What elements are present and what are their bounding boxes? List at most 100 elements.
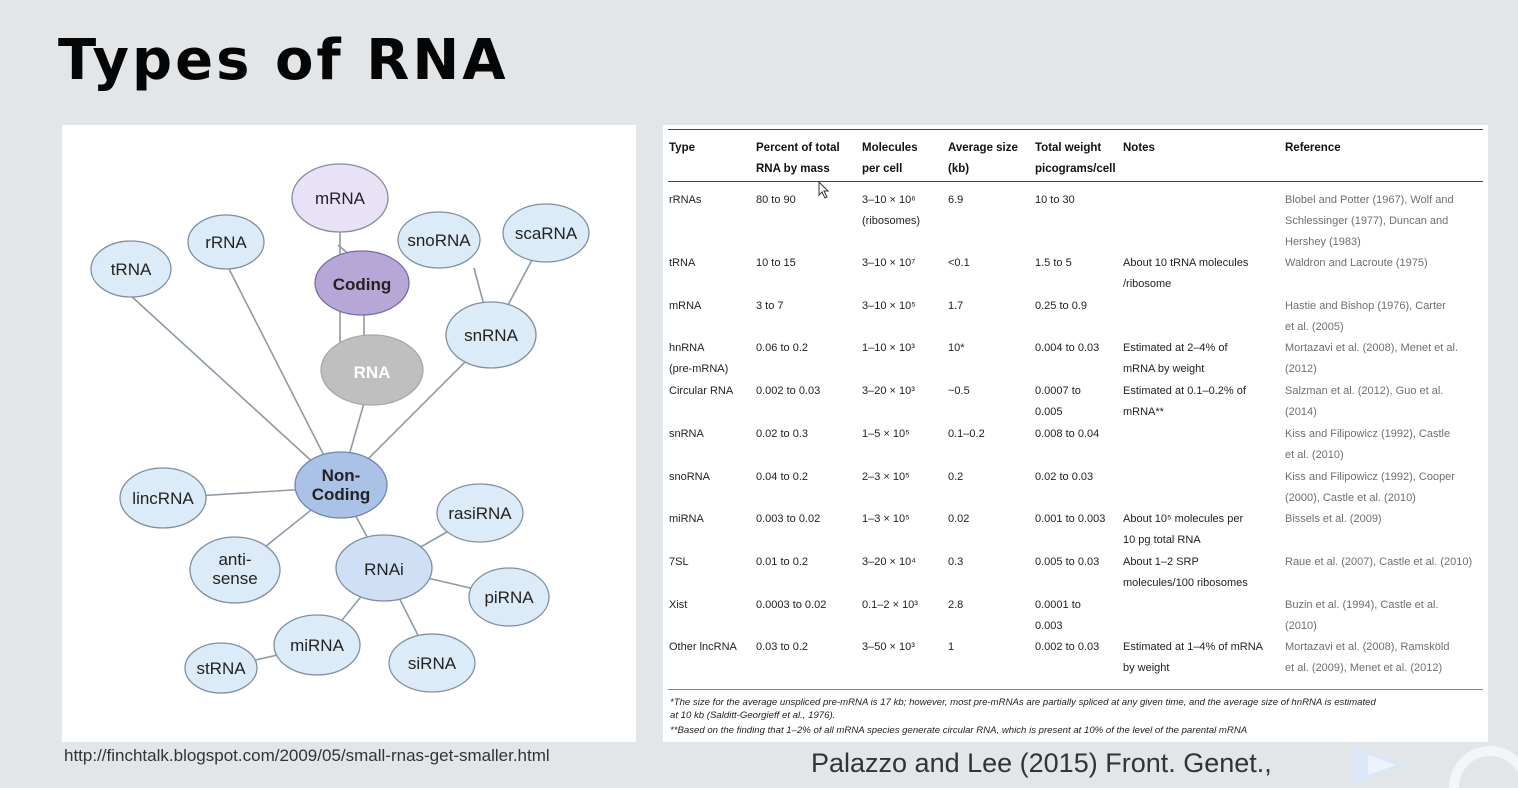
node-label: stRNA [196,659,246,678]
node-rasirna: rasiRNA [436,483,524,543]
cell-type: snRNA [669,428,704,440]
node-label: Coding [333,275,392,294]
cell-molecules: 1–5 × 10⁵ [862,428,910,440]
cell-size: <0.1 [948,257,970,269]
node-rrna: rRNA [187,214,265,270]
node-strna: stRNA [184,642,258,694]
node-mirna: miRNA [273,614,361,676]
cell-weight: 0.001 to 0.003 [1035,513,1106,525]
cell-reference: Mortazavi et al. (2008), Menet et al. (20… [1285,342,1459,375]
cell-reference: Blobel and Potter (1967), Wolf and Schles… [1285,194,1454,248]
cell-molecules: 3–10 × 10⁵ [862,300,916,312]
cell-size: 0.02 [948,513,970,525]
rna-types-diagram: mRNA rRNA tRNA Coding snoRNA scaRNA snRN… [62,125,636,742]
cell-size: 0.3 [948,556,964,568]
node-noncoding: Non- Coding [294,451,388,519]
cell-type: mRNA [669,300,702,312]
cell-percent: 0.04 to 0.2 [756,471,808,483]
cell-size: 0.2 [948,471,964,483]
node-trna: tRNA [90,240,172,298]
table-top-rule [668,129,1483,130]
node-mrna: mRNA [291,163,389,233]
cell-molecules: 3–10 × 10⁶ (ribosomes) [862,194,921,227]
cell-notes: About 10 tRNA molecules/ribosome [1123,257,1249,290]
cell-molecules: 1–3 × 10⁵ [862,513,910,525]
node-label: snoRNA [407,231,471,250]
cell-size: 1.7 [948,300,964,312]
cell-weight: 0.004 to 0.03 [1035,342,1100,354]
cell-molecules: 3–20 × 10⁴ [862,556,916,568]
cell-percent: 10 to 15 [756,257,796,269]
node-pirna: piRNA [468,567,550,627]
rna-abundance-table: Type Percent of total RNA by mass Molecul… [663,125,1488,742]
cell-reference: Bissels et al. (2009) [1285,513,1382,525]
cell-molecules: 3–20 × 10³ [862,385,915,397]
node-label: snRNA [464,326,519,345]
cell-type: 7SL [669,556,689,568]
header-type: Type [669,142,695,154]
node-label: RNA [354,363,391,382]
node-label: tRNA [111,260,152,279]
cell-percent: 80 to 90 [756,194,796,206]
node-snrna: snRNA [445,301,537,369]
cell-type: snoRNA [669,471,710,483]
footnote-circular: **Based on the finding that 1–2% of all … [670,725,1248,736]
cell-reference: Hastie and Bishop (1976), Carter et al. (… [1285,300,1446,333]
node-label: lincRNA [132,489,194,508]
node-rna: RNA [320,334,424,406]
cell-percent: 0.003 to 0.02 [756,513,821,525]
node-label: scaRNA [515,224,578,243]
cell-notes: Estimated at 2–4% of mRNA by weight [1123,342,1228,375]
node-label: rasiRNA [448,504,512,523]
cell-molecules: 0.1–2 × 10³ [862,599,918,611]
cell-type: Xist [669,599,688,611]
cell-notes: About 10⁵ molecules per 10 pg total RNA [1123,513,1244,546]
node-label: miRNA [290,636,344,655]
cell-weight: 0.008 to 0.04 [1035,428,1100,440]
node-label: piRNA [484,588,534,607]
table-citation: Palazzo and Lee (2015) Front. Genet., [811,748,1272,778]
header-notes: Notes [1123,142,1155,154]
node-antisense: anti- sense [189,536,281,604]
footnote-size: *The size for the average unspliced pre-… [670,697,1376,721]
cell-type: Other lncRNA [669,641,737,653]
cell-weight: 10 to 30 [1035,194,1075,206]
cell-weight: 1.5 to 5 [1035,257,1072,269]
cell-molecules: 2–3 × 10⁵ [862,471,910,483]
header-reference: Reference [1285,142,1341,154]
cell-weight: 0.02 to 0.03 [1035,471,1094,483]
cell-reference: Waldron and Lacroute (1975) [1285,257,1428,269]
table-header-rule [668,181,1483,182]
cell-size: 10* [948,342,965,354]
cell-percent: 0.06 to 0.2 [756,342,808,354]
header-molecules: Molecules per cell [862,142,918,175]
cell-percent: 0.01 to 0.2 [756,556,808,568]
cell-reference: Mortazavi et al. (2008), Ramsköld et al. … [1285,641,1450,674]
cell-size: ~0.5 [948,385,970,397]
cell-notes: Estimated at 0.1–0.2% of mRNA** [1123,385,1246,418]
table-bottom-rule [668,689,1483,690]
cell-reference: Kiss and Filipowicz (1992), Castle et al.… [1285,428,1451,461]
node-label: siRNA [408,654,457,673]
cell-size: 1 [948,641,955,653]
mouse-cursor-icon [818,181,830,199]
cell-weight: 0.0007 to 0.005 [1035,385,1081,418]
rna-diagram-svg: mRNA rRNA tRNA Coding snoRNA scaRNA snRN… [90,163,590,694]
cell-molecules: 1–10 × 10³ [862,342,915,354]
cell-type: hnRNA (pre-mRNA) [669,342,729,375]
cell-size: 2.8 [948,599,964,611]
cell-weight: 0.0001 to 0.003 [1035,599,1081,632]
cell-molecules: 3–50 × 10³ [862,641,915,653]
node-label: rRNA [205,233,247,252]
node-label: sense [212,569,257,588]
cell-type: miRNA [669,513,704,525]
cell-weight: 0.005 to 0.03 [1035,556,1100,568]
node-scarna: scaRNA [502,203,590,263]
diagram-source-url: http://finchtalk.blogspot.com/2009/05/sm… [64,746,550,765]
node-lincrna: lincRNA [119,467,207,529]
node-label: Coding [312,485,371,504]
cell-percent: 3 to 7 [756,300,784,312]
watermark-logo [1350,735,1518,788]
node-label: mRNA [315,189,366,208]
node-rnai: RNAi [335,534,433,602]
